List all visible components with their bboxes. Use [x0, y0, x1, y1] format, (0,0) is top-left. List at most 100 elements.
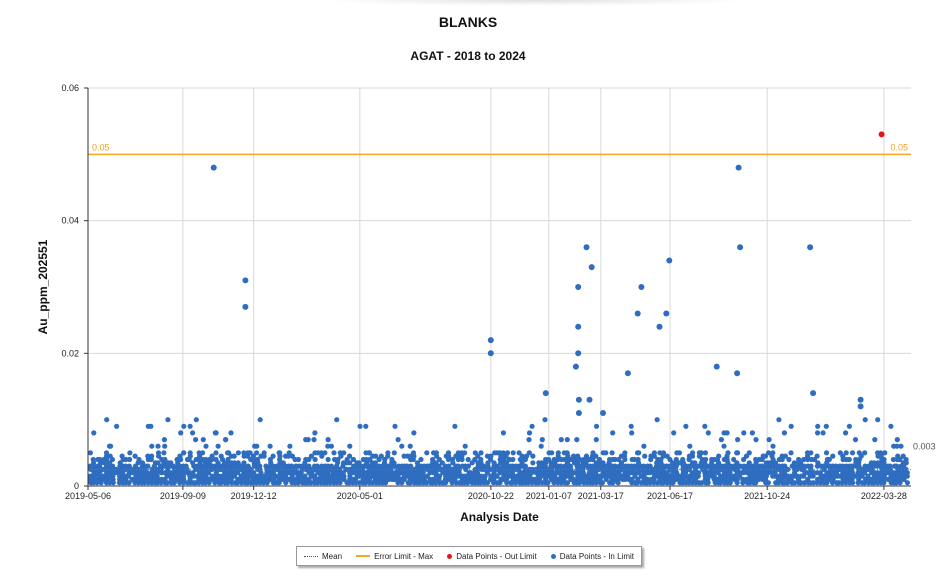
in-limit-point[interactable] — [656, 323, 663, 330]
in-limit-point[interactable] — [634, 310, 641, 317]
legend-item-error-limit[interactable]: Error Limit - Max — [356, 552, 433, 561]
out-limit-point[interactable] — [878, 131, 885, 138]
in-limit-point[interactable] — [575, 323, 582, 330]
baseline-point — [878, 450, 884, 456]
baseline-point — [161, 450, 167, 456]
baseline-point — [721, 463, 728, 469]
x-tick-labels: 2019-05-06 2019-09-09 2019-12-12 2020-05-01… — [65, 486, 907, 501]
baseline-point — [235, 460, 241, 466]
in-limit-point[interactable] — [575, 396, 582, 403]
baseline-point — [510, 450, 516, 456]
baseline-point — [798, 460, 804, 466]
baseline-point — [810, 480, 817, 486]
in-limit-point[interactable] — [810, 390, 817, 397]
baseline-point — [765, 480, 772, 486]
legend-item-in-limit[interactable]: Data Points - In Limit — [550, 552, 634, 561]
baseline-point — [852, 437, 859, 443]
chart-title: BLANKS — [438, 14, 498, 30]
baseline-point — [162, 443, 168, 449]
in-limit-point[interactable] — [487, 350, 494, 357]
legend-item-out-limit[interactable]: Data Points - Out Limit — [447, 552, 537, 561]
in-limit-point[interactable] — [807, 244, 814, 251]
in-limit-point[interactable] — [857, 403, 864, 410]
baseline-point — [530, 453, 536, 459]
in-limit-point[interactable] — [600, 410, 606, 416]
in-limit-point[interactable] — [572, 363, 579, 370]
baseline-point — [610, 430, 616, 436]
baseline-point — [718, 437, 725, 443]
baseline-point — [426, 463, 433, 469]
legend: Mean Error Limit - Max Data Points - Out… — [296, 546, 642, 566]
baseline-point — [846, 456, 852, 463]
x-tick-label: 2019-09-09 — [160, 491, 206, 501]
baseline-point — [788, 423, 794, 429]
baseline-point — [635, 476, 641, 482]
baseline-point — [494, 473, 500, 479]
in-limit-point[interactable] — [737, 244, 744, 251]
y-tick-label: 0.06 — [61, 83, 79, 93]
baseline-point — [254, 450, 260, 456]
baseline-point — [334, 417, 340, 423]
baseline-point — [526, 430, 533, 436]
error-limit-label-left: 0.05 — [92, 142, 110, 152]
in-limit-point[interactable] — [857, 396, 864, 403]
baseline-point — [792, 480, 798, 486]
baseline-point — [603, 450, 609, 456]
baseline-point — [193, 437, 199, 443]
error-limit-label-right: 0.05 — [890, 142, 908, 152]
legend-label-mean: Mean — [322, 551, 343, 561]
in-limit-point[interactable] — [666, 257, 673, 264]
in-limit-point[interactable] — [638, 284, 645, 290]
baseline-point — [356, 460, 362, 466]
baseline-point — [165, 417, 171, 423]
baseline-point — [478, 456, 484, 463]
in-limit-point[interactable] — [575, 350, 582, 357]
x-axis-label: Analysis Date — [460, 510, 539, 524]
in-limit-point[interactable] — [242, 277, 249, 284]
baseline-point — [698, 450, 704, 456]
baseline-point — [322, 450, 328, 456]
in-limit-point[interactable] — [713, 363, 720, 370]
baseline-point — [702, 450, 709, 456]
baseline-point — [235, 450, 241, 456]
baseline-point — [558, 437, 564, 443]
in-limit-point[interactable] — [210, 164, 217, 171]
baseline-point — [350, 456, 356, 463]
in-limit-point[interactable] — [663, 310, 670, 317]
baseline-point — [445, 450, 452, 456]
baseline-point — [392, 423, 398, 429]
in-limit-point[interactable] — [242, 303, 249, 310]
baseline-point — [629, 430, 635, 436]
in-limit-point[interactable] — [735, 164, 742, 171]
baseline-point — [270, 463, 276, 469]
legend-item-mean[interactable]: Mean — [304, 552, 342, 561]
baseline-point — [385, 450, 391, 456]
baseline-point — [843, 430, 849, 436]
baseline-point — [127, 450, 133, 456]
baseline-point — [629, 476, 635, 482]
in-limit-point[interactable] — [575, 284, 582, 290]
in-limit-point[interactable] — [624, 370, 631, 377]
baseline-point — [823, 423, 829, 429]
in-limit-point[interactable] — [588, 264, 595, 271]
baseline-point — [868, 476, 874, 482]
in-limit-point[interactable] — [575, 410, 582, 416]
baseline-point — [731, 456, 737, 463]
baseline-point — [170, 463, 176, 469]
baseline-point — [570, 476, 576, 482]
in-limit-point[interactable] — [583, 244, 590, 251]
baseline-point — [815, 430, 821, 436]
baseline-point — [376, 463, 382, 469]
baseline-point — [558, 463, 564, 469]
baseline-point — [843, 450, 849, 456]
baseline-point — [671, 430, 677, 436]
baseline-point — [647, 463, 653, 469]
in-limit-point[interactable] — [586, 396, 593, 403]
in-limit-swatch — [550, 553, 556, 559]
in-limit-point[interactable] — [487, 337, 494, 344]
baseline-point — [801, 480, 808, 486]
in-limit-point[interactable] — [542, 390, 549, 397]
baseline-point — [424, 480, 430, 486]
in-limit-point[interactable] — [734, 370, 741, 377]
baseline-point — [231, 453, 237, 459]
